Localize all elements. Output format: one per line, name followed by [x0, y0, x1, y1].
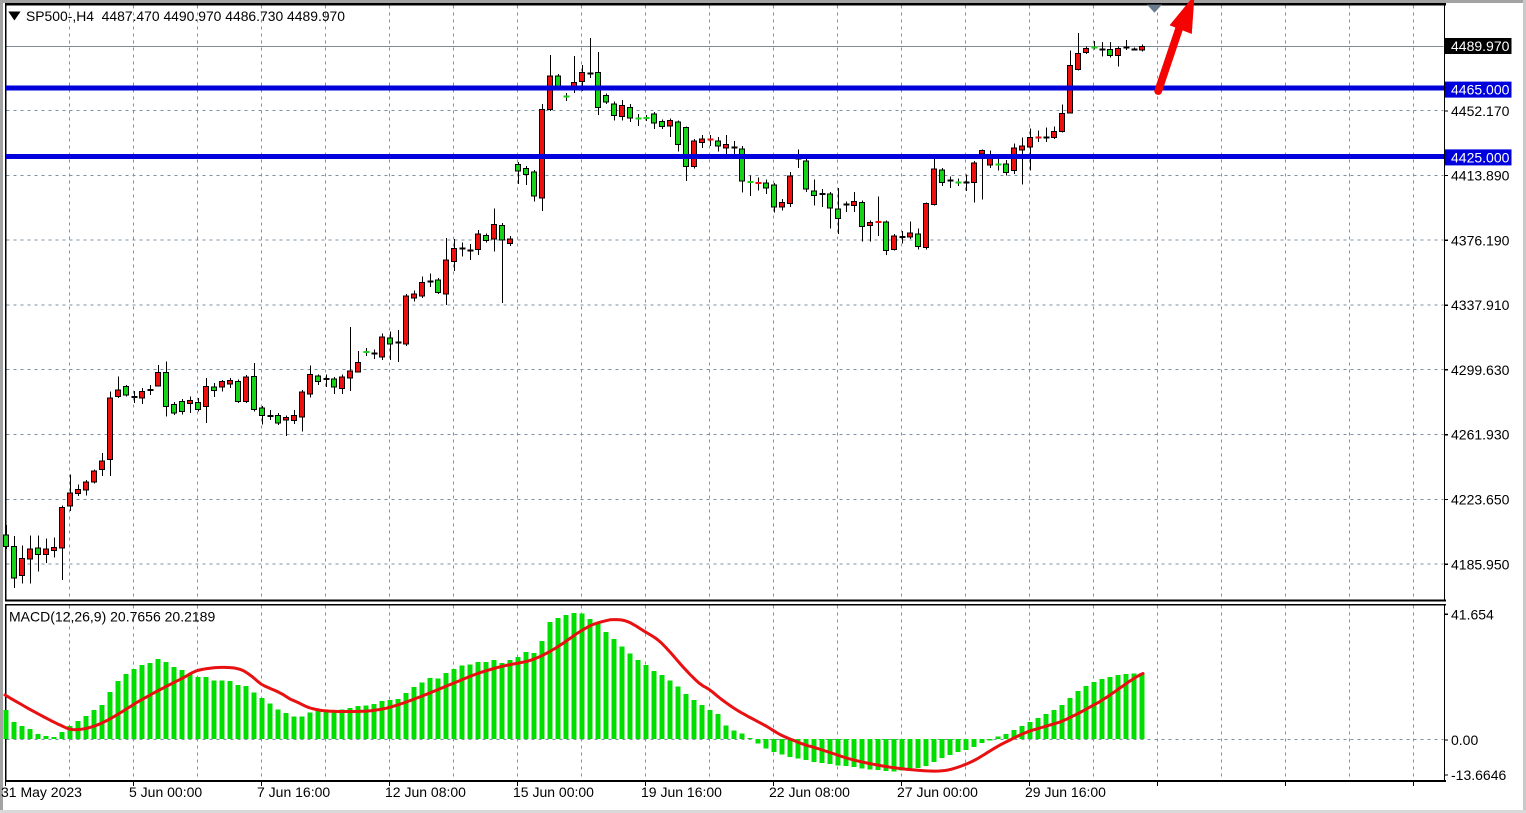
svg-text:29 Jun 16:00: 29 Jun 16:00 — [1025, 784, 1106, 800]
svg-text:SP500-,H4 4487.470 4490.970 4: SP500-,H4 4487.470 4490.970 4486.730 448… — [26, 8, 345, 24]
svg-text:12 Jun 08:00: 12 Jun 08:00 — [385, 784, 466, 800]
svg-text:15 Jun 00:00: 15 Jun 00:00 — [513, 784, 594, 800]
svg-text:4489.970: 4489.970 — [1451, 38, 1510, 54]
svg-text:4261.930: 4261.930 — [1451, 427, 1510, 443]
svg-text:-13.6646: -13.6646 — [1451, 767, 1506, 783]
svg-text:4223.650: 4223.650 — [1451, 492, 1510, 508]
svg-text:4413.890: 4413.890 — [1451, 168, 1510, 184]
svg-text:4185.950: 4185.950 — [1451, 556, 1510, 572]
svg-text:4465.000: 4465.000 — [1451, 82, 1510, 98]
svg-text:0.00: 0.00 — [1451, 732, 1478, 748]
svg-text:5 Jun 00:00: 5 Jun 00:00 — [129, 784, 202, 800]
svg-text:4452.170: 4452.170 — [1451, 103, 1510, 119]
svg-text:4376.190: 4376.190 — [1451, 232, 1510, 248]
svg-text:19 Jun 16:00: 19 Jun 16:00 — [641, 784, 722, 800]
svg-text:22 Jun 08:00: 22 Jun 08:00 — [769, 784, 850, 800]
svg-text:4337.910: 4337.910 — [1451, 297, 1510, 313]
svg-text:4299.630: 4299.630 — [1451, 362, 1510, 378]
svg-text:7 Jun 16:00: 7 Jun 16:00 — [257, 784, 330, 800]
svg-text:27 Jun 00:00: 27 Jun 00:00 — [897, 784, 978, 800]
svg-text:31 May 2023: 31 May 2023 — [1, 784, 82, 800]
svg-text:41.654: 41.654 — [1451, 606, 1494, 622]
svg-text:MACD(12,26,9) 20.7656 20.2189: MACD(12,26,9) 20.7656 20.2189 — [9, 609, 215, 625]
svg-text:4425.000: 4425.000 — [1451, 149, 1510, 165]
